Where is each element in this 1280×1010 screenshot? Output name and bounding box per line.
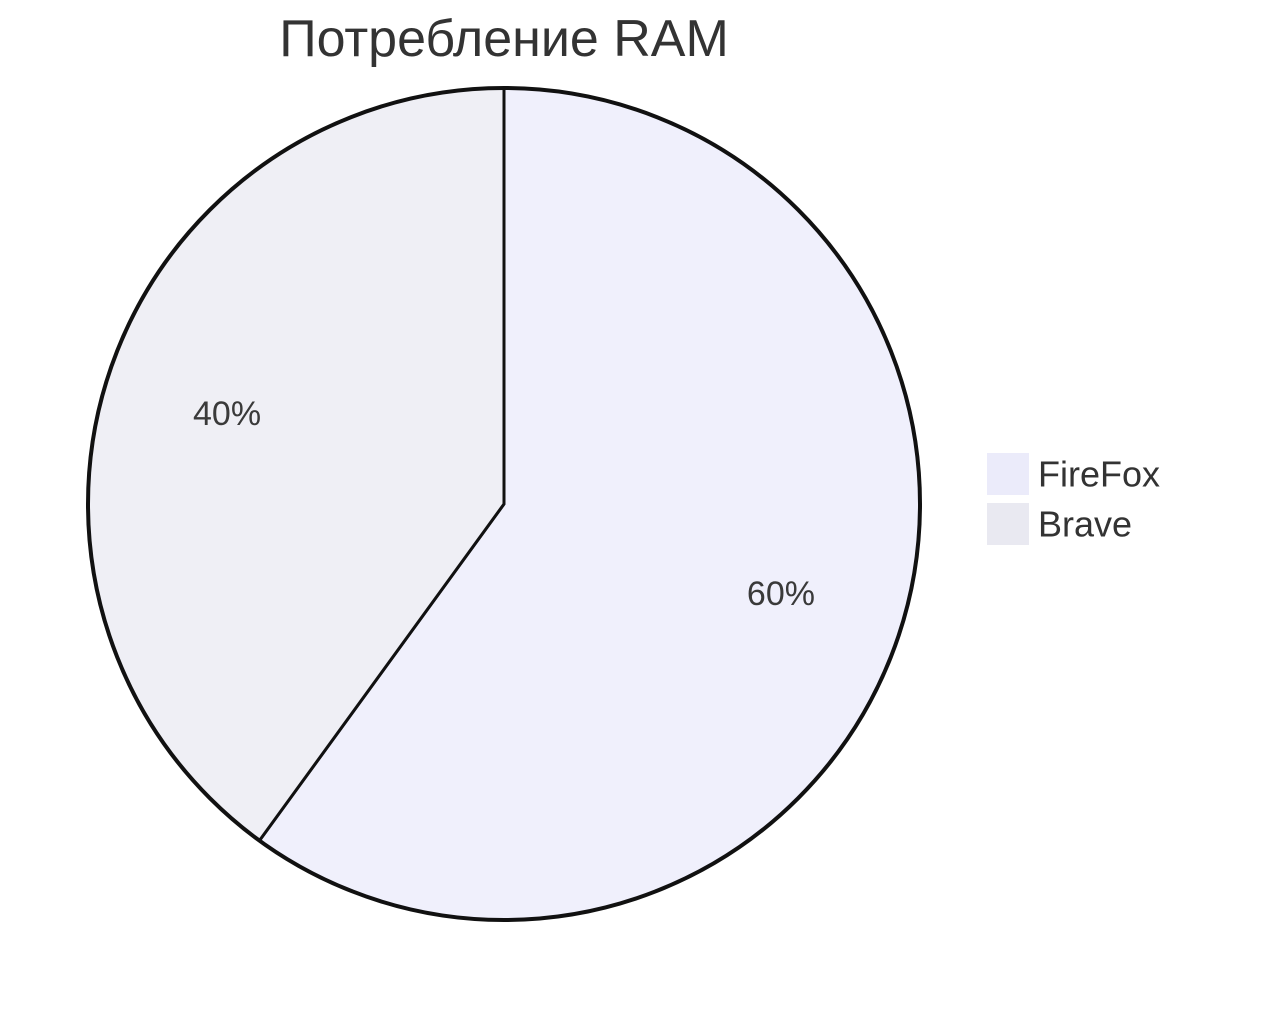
pie-slices: [86, 86, 922, 922]
legend[interactable]: FireFox Brave: [987, 453, 1160, 545]
slice-label-brave: 40%: [193, 395, 261, 433]
legend-swatch-brave: [987, 503, 1029, 545]
legend-label-firefox: FireFox: [1038, 454, 1160, 495]
pie-outline: [86, 86, 922, 922]
legend-item-brave[interactable]: Brave: [987, 503, 1132, 545]
slice-labels: 60% 40%: [193, 395, 815, 613]
legend-swatch-firefox: [987, 453, 1029, 495]
legend-item-firefox[interactable]: FireFox: [987, 453, 1160, 495]
chart-title: Потребление RAM: [279, 10, 729, 68]
slice-label-firefox: 60%: [747, 575, 815, 613]
legend-label-brave: Brave: [1038, 504, 1132, 545]
